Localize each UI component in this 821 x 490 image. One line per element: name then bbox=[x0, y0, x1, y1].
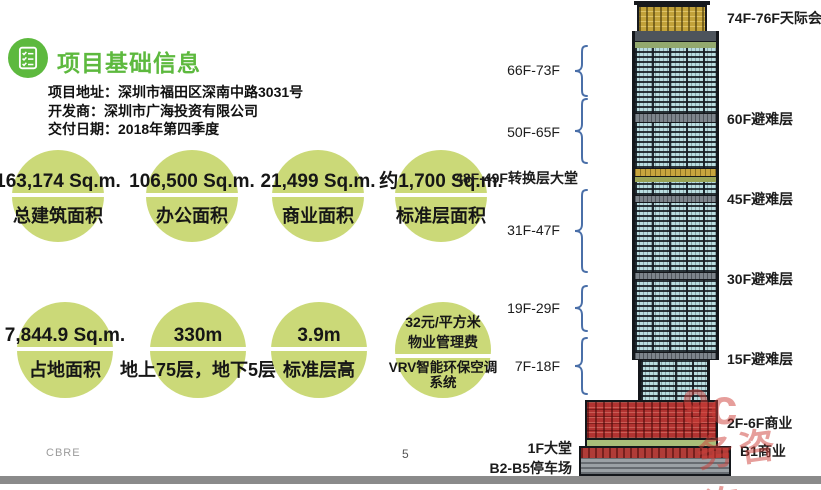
refuge-floor-45 bbox=[635, 195, 716, 203]
stat-label: 标准层面积 bbox=[396, 205, 486, 226]
refuge-floor-60 bbox=[635, 113, 716, 123]
project-developer: 开发商：深圳市广海投资有限公司 bbox=[48, 102, 258, 119]
ground-floor-band bbox=[581, 448, 729, 458]
stat-typical-floor-area: 约1,700 Sq.m. 标准层面积 bbox=[379, 150, 503, 242]
olive-band bbox=[635, 177, 716, 182]
stat-divider bbox=[148, 347, 248, 352]
page-title: 项目基础信息 bbox=[57, 50, 201, 76]
stat-value: 32元/平方米 bbox=[405, 314, 481, 331]
floor-label-31-47F: 31F-47F bbox=[507, 222, 560, 238]
stat-value: 330m bbox=[173, 325, 223, 347]
stat-label: 占地面积 bbox=[29, 359, 101, 380]
floor-label-7-18F: 7F-18F bbox=[514, 358, 560, 374]
stat-label: 地上75层，地下5层 bbox=[119, 359, 277, 380]
stat-value-line2: 物业管理费 bbox=[408, 333, 478, 350]
building-basement bbox=[579, 446, 731, 476]
building-tower bbox=[632, 31, 719, 360]
basement-band bbox=[581, 458, 729, 474]
building-lower-tower bbox=[638, 360, 710, 402]
stat-divider bbox=[10, 193, 106, 198]
building-roof-cap bbox=[634, 1, 710, 5]
floors-16-29 bbox=[635, 280, 716, 352]
podium-green-band bbox=[585, 440, 718, 446]
brace-50-65 bbox=[574, 98, 588, 164]
floor-label-66-73F: 66F-73F bbox=[507, 62, 560, 78]
stat-divider bbox=[15, 347, 115, 352]
stat-divider bbox=[270, 193, 366, 198]
checklist-icon bbox=[8, 38, 48, 78]
building-podium bbox=[585, 400, 718, 440]
brace-66-73 bbox=[574, 45, 588, 97]
stat-value: 约1,700 Sq.m. bbox=[379, 171, 503, 193]
refuge-floor-15 bbox=[635, 352, 716, 360]
floors-66-73 bbox=[635, 48, 716, 113]
project-delivery-date: 交付日期：2018年第四季度 bbox=[48, 121, 220, 137]
stat-label: 办公面积 bbox=[156, 205, 228, 226]
stat-floor-height: 3.9m 标准层高 bbox=[269, 302, 369, 398]
floor-label-50-65F: 50F-65F bbox=[507, 124, 560, 140]
floor-label-refuge-45F: 45F避难层 bbox=[727, 191, 794, 207]
stat-divider bbox=[144, 193, 240, 198]
project-info: 项目地址：深圳市福田区深南中路3031号 开发商：深圳市广海投资有限公司 交付日… bbox=[48, 83, 303, 139]
stat-value: 7,844.9 Sq.m. bbox=[4, 325, 126, 347]
green-band bbox=[635, 42, 716, 48]
floor-label-19-29F: 19F-29F bbox=[507, 300, 560, 316]
ground-line bbox=[0, 476, 821, 484]
stat-management-fee: 32元/平方米 物业管理费 VRV智能环保空调系统 bbox=[389, 302, 497, 398]
stat-value: 163,174 Sq.m. bbox=[0, 171, 121, 193]
floor-label-B2-B5-parking: B2-B5停车场 bbox=[489, 460, 572, 476]
stat-value: 106,500 Sq.m. bbox=[129, 171, 255, 193]
refuge-floor-30 bbox=[635, 272, 716, 280]
stat-label: 标准层高 bbox=[283, 359, 355, 380]
building-crown bbox=[637, 5, 707, 32]
stat-circle bbox=[395, 302, 491, 398]
page-number: 5 bbox=[402, 447, 409, 461]
brand-logo: CBRE bbox=[46, 447, 81, 459]
mechanical-band bbox=[635, 31, 716, 42]
floors-46-47 bbox=[635, 182, 716, 195]
floor-label-retail-2-6F: 2F-6F商业 bbox=[727, 415, 793, 431]
transfer-floor-48-49 bbox=[635, 168, 716, 177]
stat-height: 330m 地上75层，地下5层 bbox=[120, 302, 276, 398]
stat-site-area: 7,844.9 Sq.m. 占地面积 bbox=[5, 302, 125, 398]
floor-label-transfer-lobby: 48F-49F转换层大堂 bbox=[455, 170, 578, 186]
floors-50-65 bbox=[635, 123, 716, 168]
floor-label-1F-lobby: 1F大堂 bbox=[527, 440, 572, 456]
brace-19-29 bbox=[574, 285, 588, 332]
stat-label: 商业面积 bbox=[282, 205, 354, 226]
stat-label: 总建筑面积 bbox=[13, 205, 103, 226]
stat-label: VRV智能环保空调系统 bbox=[388, 359, 498, 390]
stat-office-area: 106,500 Sq.m. 办公面积 bbox=[129, 150, 255, 242]
stat-divider bbox=[393, 353, 493, 358]
floor-label-refuge-60F: 60F避难层 bbox=[727, 111, 794, 127]
project-address: 项目地址：深圳市福田区深南中路3031号 bbox=[48, 84, 304, 100]
stat-divider bbox=[393, 193, 489, 198]
floor-label-sky-club: 74F-76F天际会所 bbox=[727, 10, 821, 26]
stat-retail-area: 21,499 Sq.m. 商业面积 bbox=[260, 150, 376, 242]
floors-31-44 bbox=[635, 203, 716, 272]
stat-value: 3.9m bbox=[297, 325, 341, 347]
stat-value: 21,499 Sq.m. bbox=[260, 171, 376, 193]
brace-31-47 bbox=[574, 189, 588, 273]
brace-7-18 bbox=[574, 337, 588, 395]
floor-label-refuge-30F: 30F避难层 bbox=[727, 271, 794, 287]
floor-label-refuge-15F: 15F避难层 bbox=[727, 351, 794, 367]
floor-label-retail-B1: B1商业 bbox=[740, 443, 786, 459]
stat-gfa: 163,174 Sq.m. 总建筑面积 bbox=[0, 150, 121, 242]
stat-divider bbox=[269, 347, 369, 352]
